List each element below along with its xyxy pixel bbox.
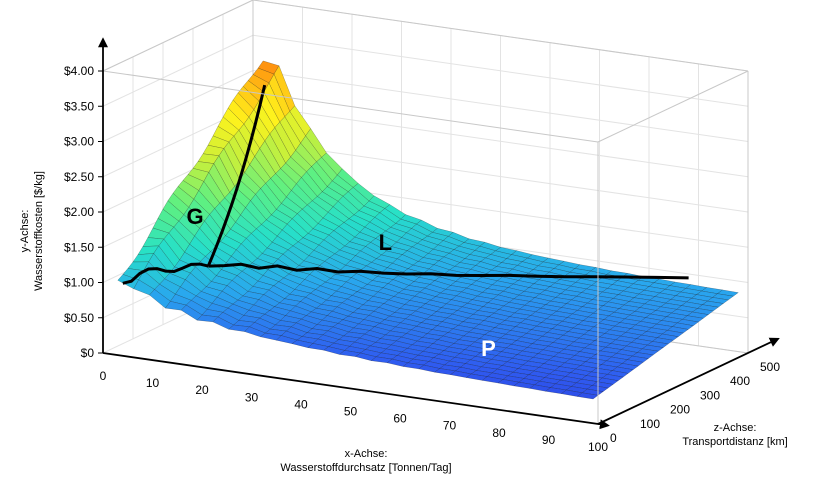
x-tick-label: 100 xyxy=(588,440,608,454)
surface-patch xyxy=(716,289,739,297)
surface-patch xyxy=(711,293,734,301)
z-axis-line xyxy=(597,337,780,425)
boundary-l-g xyxy=(206,84,267,267)
surface-patch xyxy=(696,304,719,312)
surface-patch xyxy=(651,337,674,345)
y-tick-label: $1.00 xyxy=(64,276,94,290)
region-boundaries xyxy=(122,84,689,285)
x-tick-label: 50 xyxy=(344,405,358,419)
surface-patch xyxy=(626,355,649,363)
x-tick-label: 0 xyxy=(100,369,107,383)
boundary-l-p xyxy=(208,262,689,280)
y-axis-label-line: Wasserstoffkosten [$/kg] xyxy=(33,171,45,291)
gridline xyxy=(102,34,254,107)
x-axis-label-line: Wasserstoffdurchsatz [Tonnen/Tag] xyxy=(280,462,451,474)
y-tick-label: $3.00 xyxy=(64,135,94,149)
surface-patch xyxy=(646,341,669,348)
region-label-l: L xyxy=(379,230,392,255)
surface-patch xyxy=(686,311,709,319)
surface-patch xyxy=(631,352,654,359)
y-tick-label: $4.00 xyxy=(64,64,94,78)
x-tick-label: 60 xyxy=(393,412,407,426)
box-edge xyxy=(252,0,749,72)
y-axis-label-line: y-Achse: xyxy=(19,210,31,253)
z-axis-label: z-Achse: Transportdistanz [km] xyxy=(682,422,787,448)
x-axis-label-line: x-Achse: xyxy=(345,448,388,460)
y-tick-label: $2.50 xyxy=(64,170,94,184)
z-tick-label: 300 xyxy=(700,388,720,402)
x-tick-label: 90 xyxy=(542,433,556,447)
axes xyxy=(98,37,780,430)
z-axis-label-line: Transportdistanz [km] xyxy=(682,436,787,448)
z-tick-label: 400 xyxy=(730,374,750,388)
x-axis-label: x-Achse: Wasserstoffdurchsatz [Tonnen/Tag… xyxy=(280,448,451,474)
x-tick-label: 80 xyxy=(492,426,506,440)
x-axis-line xyxy=(102,352,610,430)
region-label-p: P xyxy=(481,336,496,361)
chart-front-box xyxy=(102,70,749,424)
y-tick-label: $3.50 xyxy=(64,99,94,113)
boundary-g-p xyxy=(122,262,209,285)
x-tick-label: 40 xyxy=(294,397,308,411)
labels: $0 $0.50 $1.00 $1.50 $2.00 $2.50 $3.00 $3.50 $4.… xyxy=(19,64,788,474)
surface-patch xyxy=(641,344,664,352)
box-edge xyxy=(102,70,599,143)
y-tick-label: $0.50 xyxy=(64,311,94,325)
y-axis-label: y-Achse: Wasserstoffkosten [$/kg] xyxy=(19,171,45,291)
x-tick-label: 10 xyxy=(146,376,160,390)
z-axis-label-line: z-Achse: xyxy=(714,422,757,434)
z-tick-label: 200 xyxy=(670,403,690,417)
x-tick-label: 20 xyxy=(195,383,209,397)
box-edge xyxy=(597,70,749,143)
z-tick-label: 100 xyxy=(640,417,660,431)
x-tick-label: 30 xyxy=(245,390,259,404)
surface-patch xyxy=(656,333,679,341)
surface-patch xyxy=(701,300,724,308)
z-tick-label: 500 xyxy=(760,360,780,374)
surface-patch xyxy=(606,370,629,378)
cost-surface xyxy=(117,60,739,400)
x-tick-label: 70 xyxy=(443,419,457,433)
y-tick-label: $1.50 xyxy=(64,240,94,254)
surface-patch xyxy=(676,319,699,326)
z-tick-label: 0 xyxy=(610,431,617,445)
y-tick-label: $0 xyxy=(81,346,95,360)
y-tick-label: $2.00 xyxy=(64,205,94,219)
region-label-g: G xyxy=(187,204,204,229)
box-edge xyxy=(102,0,254,72)
gridline xyxy=(102,70,254,142)
